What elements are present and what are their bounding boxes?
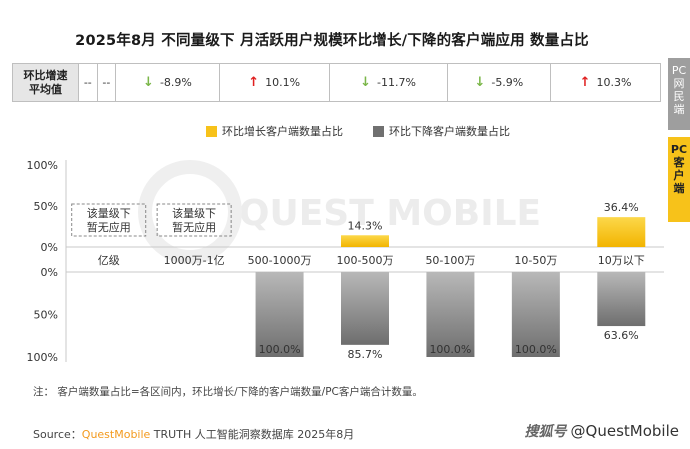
growth-rate-value: -5.9% <box>491 76 524 89</box>
decline-bar <box>597 272 646 327</box>
category-label: 100-500万 <box>337 254 394 267</box>
growth-rate-cell: ↓ -8.9% <box>115 63 220 102</box>
growth-rate-cell: ↓ -5.9% <box>446 63 552 102</box>
category-label: 亿级 <box>98 254 120 267</box>
growth-rate-value: -11.7% <box>377 76 416 89</box>
lower-y-tick-label: 0% <box>41 266 58 279</box>
growth-rate-row: 环比增速 平均值 -- -- ↓ -8.9% ↑ 10.1% ↓ -11.7% ↓ -5.9% ↑ 1… <box>12 63 661 102</box>
no-app-text: 暂无应用 <box>87 220 131 234</box>
no-app-box <box>71 203 147 237</box>
category-label: 10-50万 <box>514 254 557 267</box>
decline-bar <box>511 272 560 357</box>
tab-pc-web-label-1: PC <box>671 64 687 77</box>
source-rest: TRUTH 人工智能洞察数据库 2025年8月 <box>150 428 355 441</box>
upper-y-tick-label: 100% <box>27 159 58 172</box>
tab-pc-client-label-2: 客 <box>673 156 685 169</box>
growth-rate-table: 环比增速 平均值 -- -- ↓ -8.9% ↑ 10.1% ↓ -11.7% ↓ -5.9% ↑ 1… <box>12 63 661 102</box>
arrow-up-icon: ↑ <box>579 75 591 90</box>
legend-swatch-growth <box>206 125 217 137</box>
tab-pc-web-label-2: 网 <box>673 77 685 90</box>
decline-bar-label: 100.0% <box>515 343 557 356</box>
watermark-logo-icon <box>138 160 242 264</box>
growth-rate-value: 10.3% <box>596 76 632 89</box>
category-label: 50-100万 <box>425 254 475 267</box>
no-app-text: 该量级下 <box>172 206 216 220</box>
source-prefix: Source： <box>33 428 82 441</box>
growth-bar-label: 14.3% <box>348 219 383 232</box>
tab-pc-client-label-1: PC <box>670 143 688 156</box>
legend-swatch-decline <box>373 125 384 137</box>
arrow-down-icon: ↓ <box>360 75 372 90</box>
credit-handle: @QuestMobile <box>570 422 679 440</box>
watermark-text: QUEST MOBILE <box>239 193 541 234</box>
decline-bar <box>426 272 475 357</box>
footnote: 注： 客户端数量占比=各区间内，环比增长/下降的客户端数量/PC客户端合计数量。 <box>33 386 423 398</box>
chart-title: 2025年8月 不同量级下 月活跃用户规模环比增长/下降的客户端应用 数量占比 <box>75 33 589 49</box>
decline-bar <box>255 272 304 357</box>
growth-rate-value: -- <box>83 76 92 89</box>
tab-pc-client-label-4: 端 <box>673 182 685 195</box>
decline-bar <box>341 272 389 345</box>
credit: 搜狐号 @QuestMobile <box>525 421 679 441</box>
growth-rate-header-line2: 平均值 <box>29 82 62 96</box>
legend-label-decline: 环比下降客户端数量占比 <box>389 125 510 138</box>
sohu-logo: 搜狐号 <box>524 424 567 440</box>
growth-rate-cell: ↓ -11.7% <box>328 63 448 102</box>
arrow-down-icon: ↓ <box>143 75 154 90</box>
no-app-text: 该量级下 <box>87 206 131 220</box>
category-label: 1000万-1亿 <box>164 254 225 267</box>
arrow-up-icon: ↑ <box>248 75 260 90</box>
growth-rate-header-line1: 环比增速 <box>23 68 68 82</box>
no-app-text: 暂无应用 <box>172 220 216 234</box>
source-line: Source：QuestMobile TRUTH 人工智能洞察数据库 2025年… <box>33 426 354 442</box>
tab-pc-client[interactable]: PC 客 户 端 <box>668 137 690 222</box>
growth-bar <box>597 217 646 247</box>
growth-bar-label: 36.4% <box>604 201 639 214</box>
legend-label-growth: 环比增长客户端数量占比 <box>222 125 343 138</box>
lower-y-tick-label: 100% <box>27 351 58 364</box>
growth-rate-value: -- <box>102 76 111 89</box>
upper-y-tick-label: 0% <box>41 241 58 254</box>
growth-rate-cell: ↑ 10.3% <box>550 63 661 102</box>
growth-rate-header: 环比增速 平均值 <box>12 63 79 102</box>
growth-rate-cell: ↑ 10.1% <box>218 63 330 102</box>
lower-y-tick-label: 50% <box>34 309 58 322</box>
no-app-box <box>156 203 232 237</box>
tab-pc-client-label-3: 户 <box>673 169 685 182</box>
arrow-down-icon: ↓ <box>474 75 486 90</box>
tab-pc-web-label-4: 端 <box>673 103 685 116</box>
category-label: 10万以下 <box>598 254 645 267</box>
growth-bar <box>341 235 389 247</box>
growth-rate-value: -8.9% <box>159 76 192 89</box>
category-label: 500-1000万 <box>248 254 312 267</box>
tab-pc-web-label-3: 民 <box>673 90 685 103</box>
tab-pc-web[interactable]: PC 网 民 端 <box>668 58 690 130</box>
decline-bar-label: 85.7% <box>348 348 383 361</box>
growth-rate-value: 10.1% <box>265 76 301 89</box>
legend-item-decline: 环比下降客户端数量占比 <box>373 123 510 139</box>
upper-y-tick-label: 50% <box>34 200 58 213</box>
decline-bar-label: 100.0% <box>429 343 471 356</box>
decline-bar-label: 100.0% <box>259 343 301 356</box>
decline-bar-label: 63.6% <box>604 329 639 342</box>
source-brand: QuestMobile <box>81 428 151 441</box>
legend-item-growth: 环比增长客户端数量占比 <box>206 123 343 139</box>
